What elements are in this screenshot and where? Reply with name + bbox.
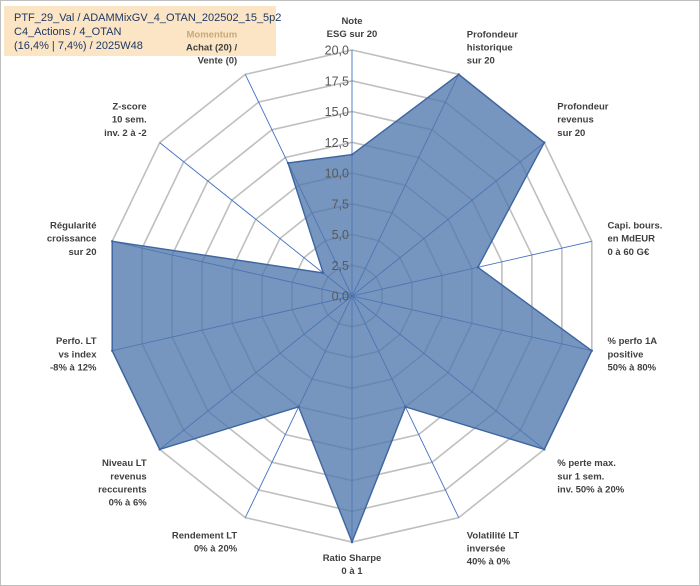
axis-label-1: Profondeur historique sur 20: [467, 29, 518, 66]
title-line-3: (16,4% | 7,4%) / 2025W48: [14, 40, 143, 52]
axis-label-3: Capi. bours. en MdEUR 0 à 60 G€: [608, 220, 663, 257]
tick-label-1: 2,5: [332, 259, 349, 273]
data-point-6: [404, 405, 407, 408]
axis-label-6: Volatilité LT inversée 40% à 0%: [467, 530, 520, 567]
title-line-1: PTF_29_Val / ADAMMixGV_4_OTAN_202502_15_…: [14, 12, 282, 24]
data-point-4: [590, 349, 593, 352]
data-point-3: [476, 266, 480, 269]
axis-label-8: Rendement LT 0% à 20%: [172, 530, 238, 554]
tick-label-5: 12,5: [325, 136, 349, 150]
data-point-5: [543, 448, 546, 451]
data-point-9: [158, 448, 161, 451]
data-point-7: [350, 540, 354, 544]
data-point-11: [111, 240, 114, 243]
axis-label-9: Niveau LT revenus reccurents 0% à 6%: [98, 458, 147, 509]
data-point-8: [297, 405, 300, 408]
axis-label-7: Ratio Sharpe 0 à 1: [323, 553, 382, 577]
axis-label-12: Z-score 10 sem. inv. 2 à -2: [104, 102, 147, 139]
axis-label-13: Momentum Achat (20) / Vente (0): [186, 29, 238, 66]
axis-label-10: Perfo. LT vs index -8% à 12%: [50, 336, 97, 373]
data-point-13: [286, 161, 290, 165]
tick-label-0: 0,0: [332, 290, 349, 304]
title-line-2: C4_Actions / 4_OTAN: [14, 26, 122, 38]
axis-label-4: % perfo 1A positive 50% à 80%: [608, 336, 658, 373]
axis-label-2: Profondeur revenus sur 20: [557, 102, 608, 139]
data-point-12: [322, 271, 325, 275]
data-point-1: [457, 73, 460, 76]
tick-label-6: 15,0: [325, 105, 349, 119]
tick-label-4: 10,0: [325, 167, 349, 181]
axis-label-5: % perte max. sur 1 sem. inv. 50% à 20%: [557, 458, 624, 495]
axis-label-0: Note ESG sur 20: [327, 16, 378, 40]
tick-label-7: 17,5: [325, 74, 349, 88]
data-point-2: [543, 141, 546, 144]
tick-label-2: 5,0: [332, 228, 349, 242]
tick-label-8: 20,0: [325, 44, 349, 58]
chart-title-box: PTF_29_Val / ADAMMixGV_4_OTAN_202502_15_…: [4, 6, 281, 56]
axis-spoke-12: [159, 142, 353, 297]
data-point-10: [111, 349, 114, 352]
data-point-0: [350, 153, 354, 156]
tick-label-3: 7,5: [332, 197, 349, 211]
axis-label-11: Régularité croissance sur 20: [47, 220, 97, 257]
